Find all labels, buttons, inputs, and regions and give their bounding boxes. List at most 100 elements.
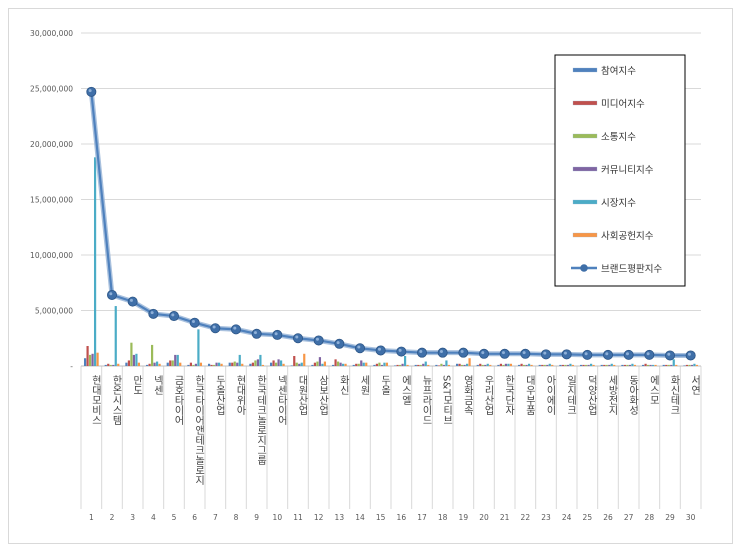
bar-5-11 [300, 362, 303, 366]
bar-3-24 [564, 364, 567, 366]
bar-3-5 [171, 360, 174, 366]
category-label: 일지테크 [565, 375, 577, 415]
bar-3-14 [357, 363, 360, 366]
bar-5-9 [259, 354, 262, 366]
bar-3-10 [274, 362, 278, 366]
bar-5-19 [465, 363, 469, 366]
bar-6-18 [447, 364, 451, 366]
brand-point-highlight [687, 352, 691, 356]
bar-1-7 [207, 363, 211, 366]
brand-point-highlight [543, 351, 547, 355]
brand-point-24 [561, 349, 572, 360]
category-rank: 29 [665, 513, 675, 522]
bar-4-18 [442, 364, 446, 366]
bar-1-1 [83, 358, 87, 366]
bar-4-8 [236, 362, 239, 366]
brand-point-highlight [336, 341, 340, 345]
bar-1-21 [497, 364, 500, 366]
category-rank: 23 [541, 513, 551, 522]
bar-2-15 [375, 363, 379, 366]
category-rank: 25 [583, 513, 593, 522]
bar-3-12 [316, 361, 319, 366]
bar-6-29 [675, 364, 678, 366]
bar-1-22 [517, 364, 521, 366]
bar-2-22 [520, 363, 523, 366]
category-rank: 12 [314, 513, 324, 522]
brand-point-9 [251, 328, 262, 339]
brand-point-29 [665, 350, 676, 361]
bar-2-4 [148, 363, 151, 366]
bar-2-8 [231, 362, 234, 366]
bar-5-3 [135, 353, 138, 366]
bar-1-30 [683, 365, 686, 366]
bar-3-27 [626, 364, 629, 366]
bar-3-25 [584, 364, 588, 366]
legend-swatch-1 [572, 67, 598, 73]
bar-4-27 [628, 364, 632, 366]
brand-point-1 [86, 86, 97, 97]
bar-5-29 [672, 359, 675, 366]
bar-2-1 [86, 346, 89, 366]
bar-2-13 [334, 359, 337, 366]
brand-point-highlight [481, 351, 485, 355]
bar-4-17 [422, 363, 425, 366]
bar-3-16 [398, 364, 402, 366]
bar-6-4 [158, 363, 161, 366]
bar-5-28 [651, 364, 655, 366]
brand-point-highlight [274, 332, 278, 336]
brand-point-4 [148, 308, 159, 319]
brand-point-25 [582, 349, 593, 360]
bar-4-3 [132, 354, 136, 366]
bar-3-19 [460, 364, 464, 366]
bar-6-27 [633, 364, 637, 366]
legend-label-3: 소통지수 [601, 132, 636, 143]
bar-5-15 [383, 362, 386, 366]
category-rank: 28 [645, 513, 655, 522]
category-rank: 15 [376, 513, 386, 522]
bar-4-25 [587, 364, 590, 366]
bar-6-2 [117, 363, 120, 366]
brand-point-highlight [439, 349, 443, 353]
bar-3-4 [150, 344, 154, 366]
bar-2-28 [644, 363, 647, 366]
brand-point-16 [396, 346, 407, 357]
brand-point-highlight [295, 335, 299, 339]
brand-point-highlight [357, 345, 361, 349]
bar-6-19 [468, 358, 471, 366]
bar-3-28 [646, 364, 650, 366]
bar-5-4 [155, 361, 159, 366]
bar-1-16 [393, 365, 397, 366]
category-label: 한국테크놀로지그룹 [255, 375, 267, 465]
category-label: 뉴프라이드 [420, 375, 432, 425]
bar-3-15 [378, 362, 381, 366]
brand-point-30 [685, 350, 696, 361]
bar-5-7 [217, 362, 221, 366]
brand-point-19 [458, 347, 469, 358]
brand-point-highlight [253, 331, 257, 335]
brand-point-highlight [460, 349, 464, 353]
bar-4-10 [277, 359, 280, 366]
bar-3-21 [502, 364, 505, 366]
category-label: 에스엘 [399, 375, 411, 405]
brand-point-10 [272, 329, 283, 340]
bar-6-28 [654, 364, 657, 366]
brand-point-highlight [605, 352, 609, 356]
category-rank: 16 [397, 513, 407, 522]
bar-3-20 [481, 364, 484, 366]
brand-point-highlight [191, 320, 195, 324]
bar-6-17 [427, 364, 430, 366]
brand-point-3 [127, 296, 138, 307]
bar-3-2 [109, 364, 112, 366]
bar-1-23 [538, 364, 541, 366]
bar-6-22 [530, 364, 533, 366]
legend-label-7: 브랜드평판지수 [601, 264, 662, 275]
category-label: 만도 [131, 375, 143, 395]
bar-5-5 [176, 354, 179, 366]
bar-1-20 [476, 364, 479, 366]
category-label: 두올산업 [213, 375, 225, 415]
bar-3-23 [543, 364, 546, 366]
category-label: 덕양산업 [585, 375, 597, 415]
bar-3-9 [254, 360, 257, 366]
category-label: 금호타이어 [172, 375, 184, 426]
bar-5-17 [424, 361, 427, 366]
